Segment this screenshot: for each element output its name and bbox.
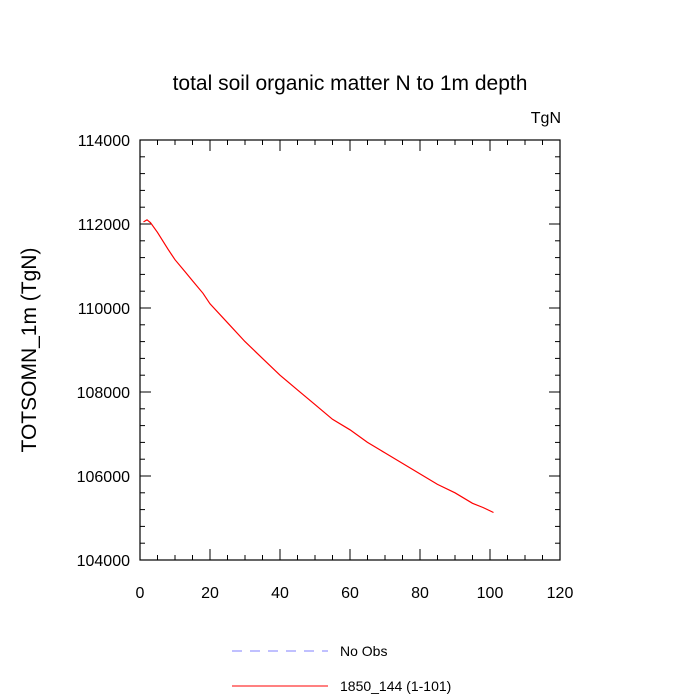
y-tick-label: 108000 [77, 385, 130, 402]
x-tick-label: 0 [136, 585, 145, 602]
y-tick-labels: 104000 106000 108000 110000 112000 114000 [77, 133, 130, 570]
legend-label: No Obs [340, 643, 387, 659]
x-tick-label: 60 [341, 585, 359, 602]
x-tick-label: 100 [477, 585, 504, 602]
legend-label: 1850_144 (1-101) [340, 678, 451, 694]
units-label: TgN [531, 110, 561, 127]
y-tick-label: 112000 [78, 217, 130, 234]
x-tick-label: 120 [547, 585, 574, 602]
y-axis-label: TOTSOMN_1m (TgN) [18, 248, 41, 453]
x-tick-label: 20 [201, 585, 219, 602]
series-line [143, 219, 494, 514]
x-tick-label: 80 [411, 585, 429, 602]
legend: No Obs 1850_144 (1-101) [232, 643, 451, 694]
plot-frame [139, 139, 561, 561]
y-tick-label: 110000 [78, 301, 130, 318]
chart-title: total soil organic matter N to 1m depth [173, 72, 528, 95]
axis-ticks [139, 139, 561, 561]
y-tick-label: 114000 [78, 133, 130, 150]
y-tick-label: 104000 [77, 553, 130, 570]
x-tick-label: 40 [271, 585, 289, 602]
x-tick-labels: 0 20 40 60 80 100 120 [136, 585, 574, 602]
y-tick-label: 106000 [77, 469, 130, 486]
series-group [143, 219, 494, 514]
